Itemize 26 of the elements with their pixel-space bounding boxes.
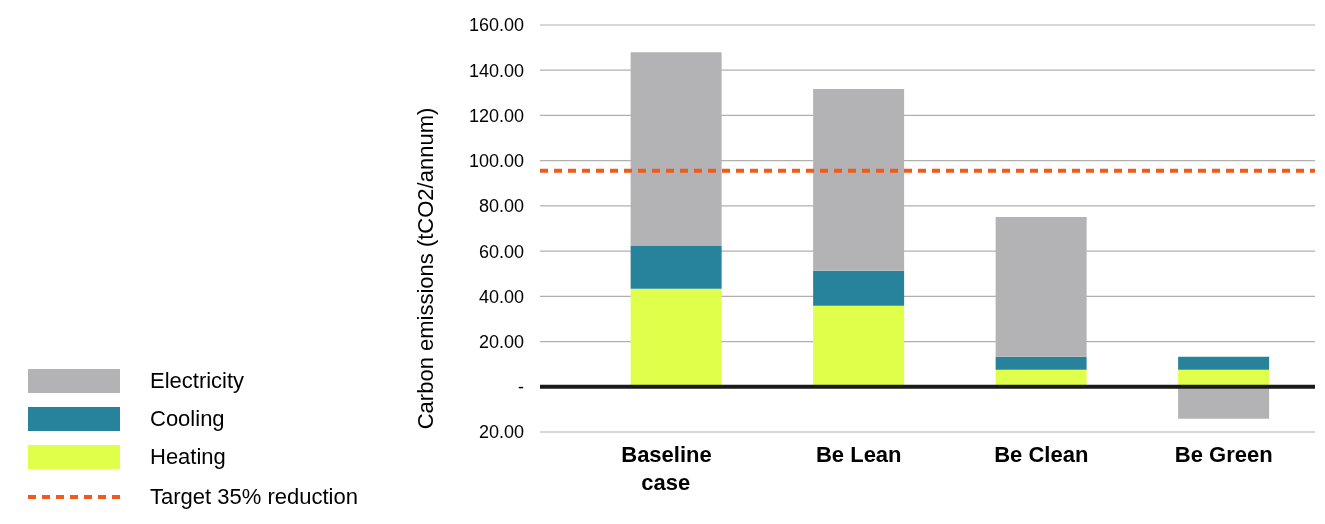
y-tick-label: 40.00: [478, 286, 524, 307]
y-tick-label: -: [518, 377, 524, 398]
y-tick-label: 60.00: [478, 241, 524, 262]
x-tick-label: Be Lean: [815, 442, 902, 467]
y-tick-label: 160.00: [468, 15, 524, 36]
y-tick-label: 80.00: [478, 196, 524, 217]
legend-label: Heating: [150, 444, 226, 470]
legend-label: Cooling: [150, 406, 225, 432]
y-tick-label: 100.00: [468, 151, 524, 172]
bar: [813, 270, 905, 306]
y-tick-label: 20.00: [478, 331, 524, 352]
bar: [995, 356, 1087, 370]
y-tick-label: 140.00: [468, 60, 524, 81]
legend-label: Electricity: [150, 368, 245, 394]
y-tick-label: 20.00: [478, 422, 524, 443]
bar: [813, 305, 905, 387]
legend-label: Target 35% reduction: [150, 484, 358, 510]
bar: [630, 288, 722, 387]
y-tick-label: 120.00: [468, 105, 524, 126]
bar: [1178, 356, 1270, 370]
bar: [1178, 386, 1270, 419]
y-axis-title: Carbon emissions (tCO2/annum): [412, 107, 438, 430]
x-tick-label: Be Green: [1174, 442, 1273, 467]
bar: [630, 245, 722, 289]
x-tick-label: Baseline case: [621, 442, 712, 495]
x-tick-label: Be Clean: [994, 442, 1089, 467]
